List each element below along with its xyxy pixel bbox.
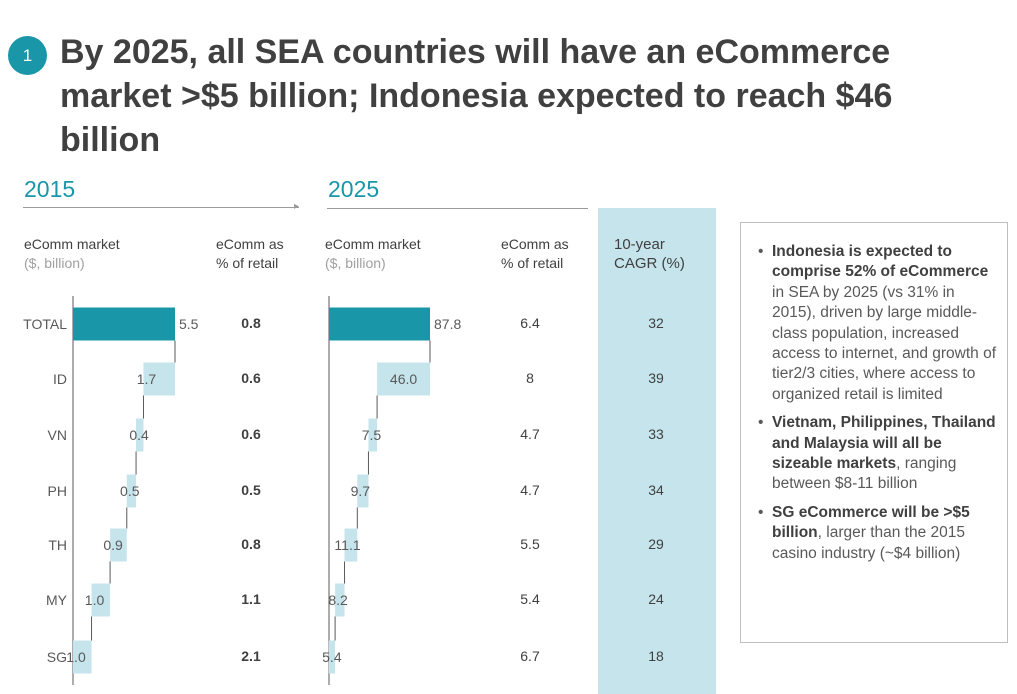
pct-retail-2015-total: 0.8 — [241, 315, 261, 331]
slide-title: By 2025, all SEA countries will have an … — [60, 33, 893, 159]
divider-2015 — [23, 207, 299, 208]
pct-retail-2025-total: 6.4 — [520, 315, 540, 331]
category-label-th: TH — [48, 537, 67, 553]
commentary-highlight: Vietnam, Philippines, Thailand and Malay… — [772, 414, 996, 473]
value-label-2025-my: 8.2 — [328, 592, 348, 608]
value-label-2015-id: 1.7 — [137, 371, 157, 387]
cagr-total: 32 — [648, 315, 664, 331]
header-pct-retail-2015: eComm as % of retail — [216, 236, 284, 271]
value-label-2025-sg: 5.4 — [322, 649, 342, 665]
bar-2015-vn — [136, 418, 144, 452]
bar-2025-ph — [357, 474, 369, 508]
divider-2025 — [327, 208, 588, 209]
header-market-2025: eComm market ($, billion) — [325, 236, 421, 271]
value-label-2015-sg: 1.0 — [66, 649, 86, 665]
category-label-total: TOTAL — [23, 316, 67, 332]
commentary-text: , ranging between $8-11 billion — [772, 455, 957, 493]
value-label-2015-th: 0.9 — [103, 537, 123, 553]
bar-2015-th — [110, 528, 127, 562]
slide-number-badge: 1 — [8, 36, 47, 75]
cagr-ph: 34 — [648, 482, 664, 498]
value-label-2015-ph: 0.5 — [120, 483, 140, 499]
bar-2025-th — [344, 528, 358, 562]
pct-retail-2025-th: 5.5 — [520, 536, 540, 552]
commentary-text: , larger than the 2015 casino industry (… — [772, 524, 965, 562]
pct-retail-2025-vn: 4.7 — [520, 426, 540, 442]
category-label-sg: SG — [47, 649, 67, 665]
cagr-vn: 33 — [648, 426, 664, 442]
value-label-2025-id: 46.0 — [390, 371, 417, 387]
header-cagr: 10-year CAGR (%) — [614, 236, 685, 272]
pct-retail-2025-id: 8 — [526, 370, 534, 386]
bar-2025-sg — [328, 640, 336, 674]
category-label-my: MY — [46, 592, 68, 608]
commentary-highlight: SG eCommerce will be >$5 billion — [772, 503, 970, 542]
bar-2025-total — [329, 307, 430, 341]
bar-2015-my — [91, 583, 111, 617]
value-label-2015-total: 5.5 — [179, 316, 199, 332]
value-label-2025-th: 11.1 — [334, 537, 360, 553]
pct-retail-2025-ph: 4.7 — [520, 482, 540, 498]
header-market-2015: eComm market ($, billion) — [24, 236, 120, 271]
pct-retail-2015-my: 1.1 — [241, 591, 261, 607]
category-label-id: ID — [53, 371, 67, 387]
pct-retail-2015-vn: 0.6 — [241, 426, 261, 442]
cagr-column-band — [598, 208, 716, 694]
value-label-2025-ph: 9.7 — [351, 483, 371, 499]
bar-2025-my — [335, 583, 345, 617]
year-2015-label: 2015 — [24, 176, 76, 202]
arrow-right-icon: ▸ — [294, 201, 300, 212]
value-label-2015-vn: 0.4 — [129, 427, 149, 443]
pct-retail-2015-id: 0.6 — [241, 370, 261, 386]
year-2025-label: 2025 — [328, 176, 380, 202]
pct-retail-2025-my: 5.4 — [520, 591, 540, 607]
commentary-item: Vietnam, Philippines, Thailand and Malay… — [758, 413, 1000, 495]
commentary-item: Indonesia is expected to comprise 52% of… — [758, 242, 1000, 405]
value-label-2025-vn: 7.5 — [362, 427, 382, 443]
pct-retail-2015-ph: 0.5 — [241, 482, 261, 498]
pct-retail-2015-sg: 2.1 — [241, 648, 261, 664]
bar-2025-id — [377, 362, 430, 396]
cagr-sg: 18 — [648, 648, 664, 664]
pct-retail-2025-sg: 6.7 — [520, 648, 540, 664]
header-pct-retail-2025: eComm as % of retail — [501, 236, 569, 271]
cagr-th: 29 — [648, 536, 664, 552]
category-label-vn: VN — [48, 427, 67, 443]
commentary-item: SG eCommerce will be >$5 billion, larger… — [758, 503, 1000, 564]
pct-retail-2015-th: 0.8 — [241, 536, 261, 552]
bar-2015-total — [73, 307, 175, 341]
bar-2025-vn — [368, 418, 378, 452]
bar-2015-id — [143, 362, 175, 396]
commentary-list: Indonesia is expected to comprise 52% of… — [758, 242, 1000, 572]
commentary-text: in SEA by 2025 (vs 31% in 2015), driven … — [772, 283, 997, 403]
bar-2015-sg — [73, 640, 92, 674]
cagr-id: 39 — [648, 370, 664, 386]
category-label-ph: PH — [48, 483, 67, 499]
value-label-2015-my: 1.0 — [85, 592, 105, 608]
commentary-highlight: Indonesia is expected to comprise 52% of… — [772, 243, 989, 281]
value-label-2025-total: 87.8 — [434, 316, 461, 332]
cagr-my: 24 — [648, 591, 664, 607]
bar-2015-ph — [126, 474, 137, 508]
